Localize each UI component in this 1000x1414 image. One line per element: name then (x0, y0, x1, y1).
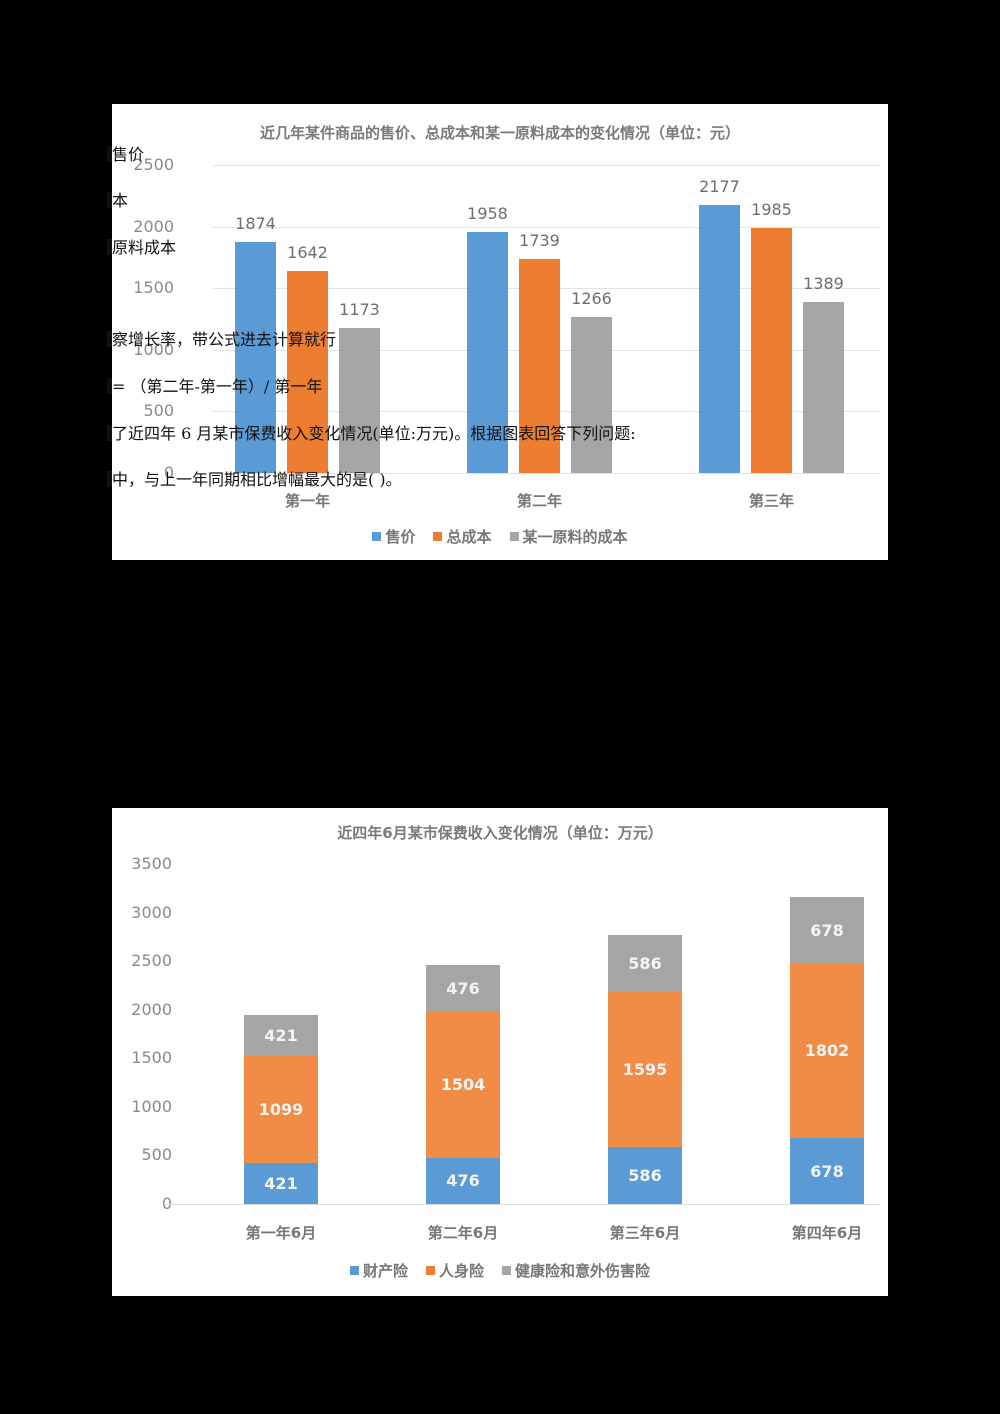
legend-swatch-icon (433, 532, 443, 541)
legend-label: 售价 (385, 528, 416, 546)
legend-item: 人身险 (425, 1260, 484, 1281)
gridline (212, 226, 880, 228)
gridline (212, 165, 880, 166)
data-label: 1266 (571, 289, 612, 309)
legend: 财产险 人身险 健康险和意外伤害险 (112, 1260, 888, 1281)
legend-label: 某一原料的成本 (522, 528, 628, 546)
overlay-text-line: 原料成本 (107, 239, 176, 257)
legend-label: 总成本 (446, 528, 492, 546)
bar-segment: 1802 (790, 963, 864, 1139)
data-label: 678 (810, 1161, 844, 1181)
data-label: 1874 (235, 214, 276, 234)
bar-segment: 678 (790, 897, 864, 964)
data-label: 1802 (804, 1041, 850, 1061)
data-label: 1642 (287, 242, 328, 262)
legend-swatch-icon (349, 1266, 359, 1275)
bar (803, 301, 844, 473)
bar-segment: 421 (244, 1163, 318, 1204)
y-tick-label: 0 (112, 1196, 172, 1212)
legend-label: 财产险 (362, 1262, 408, 1280)
x-category-label: 第二年 (516, 492, 562, 510)
y-tick-label: 2000 (131, 999, 172, 1019)
data-label: 1595 (622, 1060, 668, 1080)
bar-segment: 476 (426, 1157, 500, 1204)
bar (751, 228, 792, 473)
overlay-text-line: 察增长率，带公式进去计算就行 (107, 331, 336, 349)
x-category-label: 第二年6月 (427, 1224, 499, 1242)
data-label: 1985 (751, 200, 792, 220)
y-tick-label: 1500 (131, 1048, 172, 1068)
data-label: 476 (446, 979, 480, 999)
data-label: 586 (628, 954, 662, 974)
legend-label: 健康险和意外伤害险 (515, 1262, 651, 1280)
x-category-label: 第三年6月 (609, 1224, 681, 1242)
overlay-text-line: 了近四年 6 月某市保费收入变化情况(单位:万元)。根据图表回答下列问题: (107, 425, 636, 443)
bar (699, 204, 740, 473)
y-tick-label: 3000 (131, 902, 172, 922)
data-label: 1173 (339, 300, 380, 320)
chart-insurance-premium: 近四年6月某市保费收入变化情况（单位：万元） 3500 3000 2500 2000 1… (112, 808, 888, 1296)
data-label: 421 (264, 1174, 298, 1194)
y-tick-label: 3500 (131, 854, 172, 873)
bar-segment: 476 (426, 965, 500, 1012)
legend-swatch-icon (502, 1266, 511, 1275)
y-tick-label: 500 (141, 1145, 172, 1165)
x-category-label: 第四年6月 (791, 1224, 863, 1242)
bar-segment: 1504 (426, 1011, 500, 1158)
y-tick-label: 2500 (131, 951, 172, 971)
data-label: 1504 (440, 1075, 486, 1095)
y-tick-label: 1000 (131, 1096, 172, 1116)
x-category-label: 第一年 (284, 492, 330, 510)
legend-item: 某一原料的成本 (509, 526, 628, 547)
legend-swatch-icon (372, 532, 382, 541)
y-tick-label: 1500 (133, 278, 174, 298)
x-category-label: 第一年6月 (245, 1224, 317, 1242)
legend-item: 总成本 (433, 526, 492, 547)
data-label: 1958 (467, 203, 508, 223)
x-category-label: 第三年 (748, 492, 794, 510)
data-label: 678 (810, 920, 844, 940)
overlay-text-line: 本 (107, 192, 128, 210)
legend-swatch-icon (509, 532, 519, 541)
bar-segment: 1099 (244, 1056, 318, 1164)
data-label: 2177 (699, 176, 740, 196)
data-label: 1099 (258, 1100, 304, 1120)
x-axis-line (166, 1204, 880, 1205)
legend-item: 售价 (372, 526, 415, 547)
overlay-text-line: 售价 (107, 146, 144, 164)
data-label: 476 (446, 1171, 480, 1191)
bar-segment: 421 (244, 1015, 318, 1057)
chart-title: 近四年6月某市保费收入变化情况（单位：万元） (337, 824, 663, 842)
data-label: 1389 (803, 273, 844, 293)
legend-item: 财产险 (349, 1260, 408, 1281)
bar-segment: 678 (790, 1138, 864, 1204)
bar (339, 328, 380, 473)
chart-title: 近几年某件商品的售价、总成本和某一原料成本的变化情况（单位：元） (259, 124, 740, 142)
data-label: 586 (628, 1166, 662, 1186)
y-tick-label: 2000 (133, 216, 174, 236)
overlay-text-line: = （第二年-第一年）/ 第一年 (107, 378, 322, 396)
overlay-text-line: 中，与上一年同期相比增幅最大的是( )。 (107, 471, 402, 489)
bar-segment: 586 (608, 1147, 682, 1204)
legend: 售价 总成本 某一原料的成本 (112, 526, 888, 547)
data-label: 421 (264, 1026, 298, 1046)
bar (571, 317, 612, 473)
y-tick-label: 500 (143, 401, 174, 421)
bar-segment: 1595 (608, 992, 682, 1148)
gridline (212, 473, 880, 474)
bar-segment: 586 (608, 935, 682, 993)
legend-item: 健康险和意外伤害险 (502, 1260, 650, 1281)
data-label: 1739 (519, 230, 560, 250)
legend-label: 人身险 (438, 1262, 484, 1280)
legend-swatch-icon (425, 1266, 435, 1275)
